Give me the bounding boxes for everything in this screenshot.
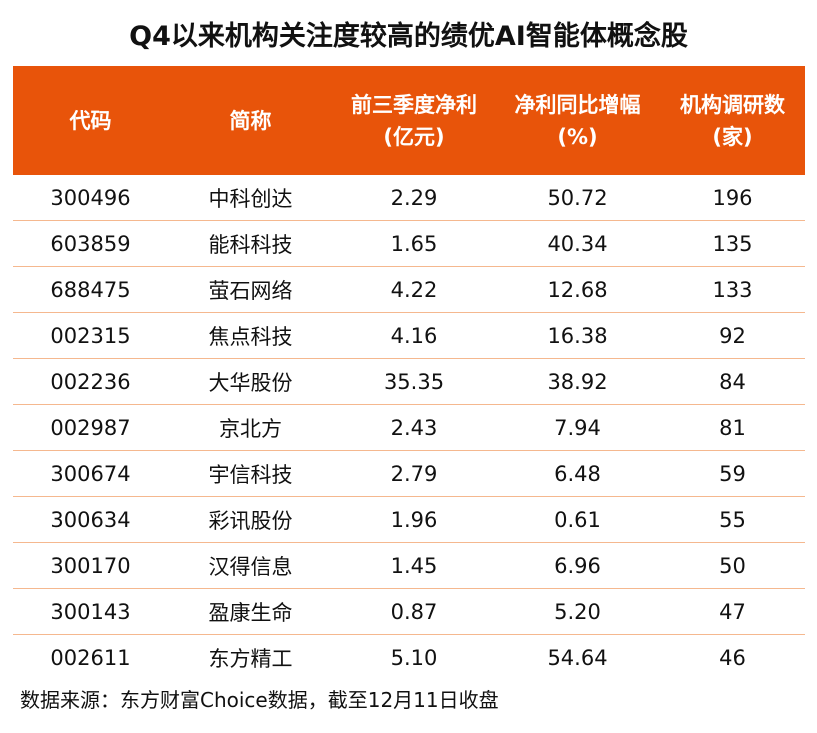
cell-name: 汉得信息 xyxy=(168,542,333,589)
cell-institution-visits: 47 xyxy=(660,588,805,635)
table-row: 002611 东方精工 5.10 54.64 46 xyxy=(13,635,805,681)
cell-profit-growth: 12.68 xyxy=(495,266,660,313)
cell-profit-growth: 54.64 xyxy=(547,645,608,670)
cell-profit-growth: 6.48 xyxy=(495,450,660,497)
cell-name: 东方精工 xyxy=(208,646,293,671)
cell-net-profit: 0.87 xyxy=(333,588,495,635)
cell-net-profit: 1.96 xyxy=(333,496,495,543)
cell-net-profit: 1.45 xyxy=(333,542,495,589)
cell-institution-visits: 46 xyxy=(719,645,746,670)
cell-net-profit: 2.43 xyxy=(333,404,495,451)
cell-institution-visits: 196 xyxy=(660,175,805,221)
table-row: 002236 大华股份 35.35 38.92 84 xyxy=(13,358,805,405)
cell-profit-growth: 5.20 xyxy=(495,588,660,635)
cell-code: 688475 xyxy=(13,266,168,313)
cell-name: 大华股份 xyxy=(168,358,333,405)
table-row: 300674 宇信科技 2.79 6.48 59 xyxy=(13,450,805,497)
table-row: 688475 萤石网络 4.22 12.68 133 xyxy=(13,266,805,313)
table-row: 603859 能科科技 1.65 40.34 135 xyxy=(13,220,805,267)
page-title: Q4以来机构关注度较高的绩优AI智能体概念股 xyxy=(129,21,688,52)
cell-profit-growth: 40.34 xyxy=(495,220,660,267)
cell-institution-visits: 84 xyxy=(660,358,805,405)
cell-name: 彩讯股份 xyxy=(168,496,333,543)
table-row: 300496 中科创达 2.29 50.72 196 xyxy=(13,175,805,221)
column-header-code: 代码 xyxy=(13,66,168,175)
cell-profit-growth: 7.94 xyxy=(495,404,660,451)
cell-name: 萤石网络 xyxy=(168,266,333,313)
column-header-profit-growth: 净利同比增幅 (%) xyxy=(495,66,660,175)
table-row: 002987 京北方 2.43 7.94 81 xyxy=(13,404,805,451)
cell-net-profit: 2.29 xyxy=(333,175,495,221)
cell-institution-visits: 59 xyxy=(660,450,805,497)
cell-profit-growth: 0.61 xyxy=(495,496,660,543)
cell-code: 002236 xyxy=(13,358,168,405)
column-header-institution-visits: 机构调研数 (家) xyxy=(660,66,805,175)
cell-name: 盈康生命 xyxy=(168,588,333,635)
cell-institution-visits: 135 xyxy=(660,220,805,267)
cell-institution-visits: 92 xyxy=(660,312,805,359)
header-unit: (%) xyxy=(557,124,598,149)
cell-profit-growth: 38.92 xyxy=(495,358,660,405)
cell-net-profit: 5.10 xyxy=(390,645,438,670)
cell-code: 002315 xyxy=(13,312,168,359)
cell-code: 300143 xyxy=(13,588,168,635)
cell-name: 宇信科技 xyxy=(168,450,333,497)
table-header-row: 代码 简称 前三季度净利 (亿元) 净利同比增幅 (%) 机构调研数 (家) xyxy=(13,66,805,175)
cell-net-profit: 1.65 xyxy=(333,220,495,267)
cell-net-profit: 4.16 xyxy=(333,312,495,359)
cell-net-profit: 2.79 xyxy=(333,450,495,497)
table-row: 300170 汉得信息 1.45 6.96 50 xyxy=(13,542,805,589)
cell-code: 300496 xyxy=(13,175,168,221)
table-row: 002315 焦点科技 4.16 16.38 92 xyxy=(13,312,805,359)
cell-name: 焦点科技 xyxy=(168,312,333,359)
cell-institution-visits: 81 xyxy=(660,404,805,451)
header-label: 机构调研数 xyxy=(680,92,785,117)
cell-net-profit: 35.35 xyxy=(333,358,495,405)
cell-institution-visits: 50 xyxy=(660,542,805,589)
table-row: 300634 彩讯股份 1.96 0.61 55 xyxy=(13,496,805,543)
header-label: 简称 xyxy=(229,108,272,133)
header-unit: (亿元) xyxy=(383,124,445,149)
header-label: 代码 xyxy=(69,108,112,133)
cell-code: 603859 xyxy=(13,220,168,267)
cell-code: 300634 xyxy=(13,496,168,543)
cell-institution-visits: 55 xyxy=(660,496,805,543)
header-label: 净利同比增幅 xyxy=(514,92,641,117)
cell-profit-growth: 6.96 xyxy=(495,542,660,589)
cell-profit-growth: 50.72 xyxy=(495,175,660,221)
cell-code: 300674 xyxy=(13,450,168,497)
header-unit: (家) xyxy=(712,124,753,149)
cell-profit-growth: 16.38 xyxy=(495,312,660,359)
stock-table: 代码 简称 前三季度净利 (亿元) 净利同比增幅 (%) 机构调研数 (家) 300496 中科… xyxy=(13,66,805,680)
column-header-net-profit: 前三季度净利 (亿元) xyxy=(333,66,495,175)
cell-code: 002987 xyxy=(13,404,168,451)
cell-code: 300170 xyxy=(13,542,168,589)
cell-name: 能科科技 xyxy=(168,220,333,267)
cell-net-profit: 4.22 xyxy=(333,266,495,313)
cell-name: 京北方 xyxy=(168,404,333,451)
cell-code: 002611 xyxy=(50,645,131,670)
table-row: 300143 盈康生命 0.87 5.20 47 xyxy=(13,588,805,635)
cell-name: 中科创达 xyxy=(168,175,333,221)
cell-institution-visits: 133 xyxy=(660,266,805,313)
column-header-name: 简称 xyxy=(168,66,333,175)
source-note: 数据来源：东方财富Choice数据，截至12月11日收盘 xyxy=(20,688,499,712)
header-label: 前三季度净利 xyxy=(351,92,477,117)
